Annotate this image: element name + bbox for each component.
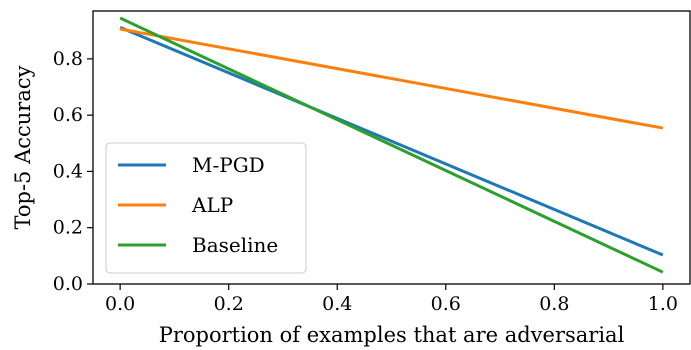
x-tick-label: 0.4 — [322, 293, 352, 315]
x-tick-label: 0.2 — [214, 293, 244, 315]
y-tick-label: 0.2 — [53, 217, 83, 239]
series-line-baseline — [119, 16, 664, 274]
legend-box — [105, 142, 307, 274]
y-tick-label: 0.6 — [53, 104, 83, 126]
y-axis-label: Top-5 Accuracy — [11, 65, 35, 229]
legend-label: Baseline — [192, 233, 278, 257]
y-tick-label: 0.4 — [53, 160, 83, 182]
series-lines — [119, 16, 664, 274]
y-tick-label: 0.8 — [53, 48, 83, 70]
x-tick-label: 0.8 — [539, 293, 569, 315]
x-tick-label: 1.0 — [648, 293, 678, 315]
y-axis-ticks: 0.0 0.2 0.4 0.6 0.8 — [53, 48, 93, 295]
x-tick-label: 0.6 — [431, 293, 461, 315]
x-axis-label: Proportion of examples that are adversar… — [159, 323, 625, 347]
y-tick-label: 0.0 — [53, 273, 83, 295]
legend-label: M-PGD — [192, 153, 265, 177]
legend: M-PGD ALP Baseline — [105, 142, 307, 274]
plot-frame — [92, 10, 691, 285]
x-axis-ticks: 0.0 0.2 0.4 0.6 0.8 1.0 — [105, 284, 678, 315]
x-tick-label: 0.0 — [105, 293, 135, 315]
series-line-m-pgd — [119, 25, 664, 257]
legend-label: ALP — [191, 193, 233, 217]
series-line-alp — [119, 27, 664, 130]
